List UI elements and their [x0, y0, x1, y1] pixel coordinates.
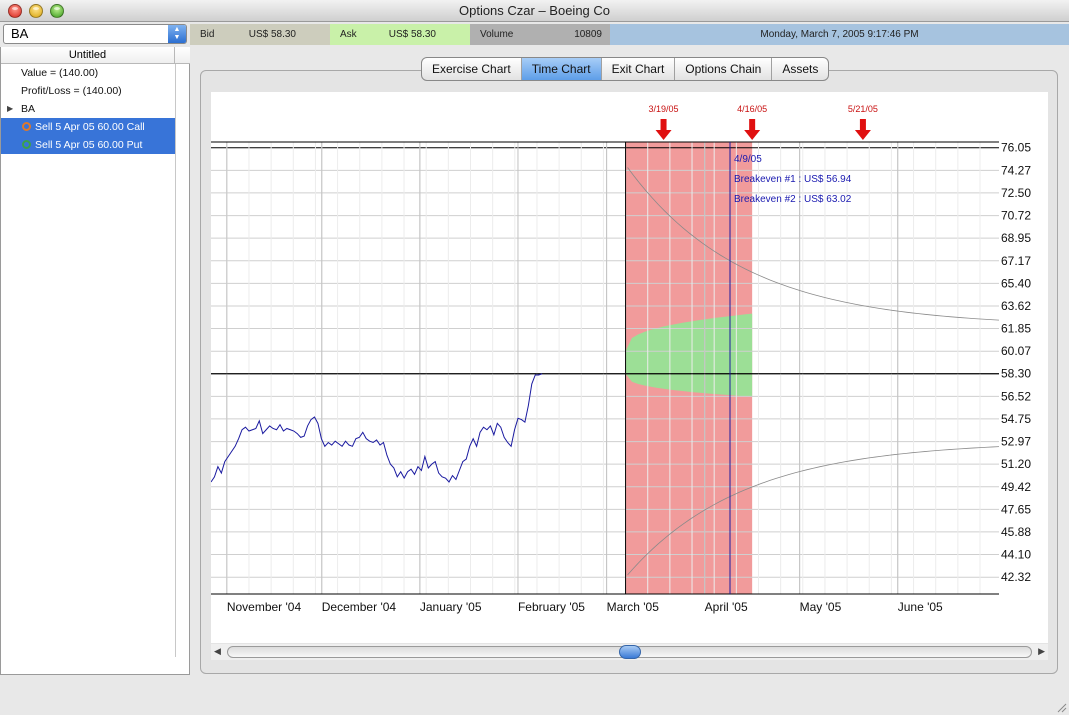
group-text: BA [21, 103, 36, 115]
lower-breakeven-curve [627, 446, 1000, 576]
resize-grip-icon[interactable] [1055, 701, 1067, 713]
scroll-left-arrow-icon[interactable]: ◀ [214, 646, 221, 656]
tree-row-value[interactable]: Value = (140.00) [1, 64, 175, 82]
upper-breakeven-curve [627, 167, 1000, 321]
disclosure-triangle-icon[interactable]: ▶ [7, 104, 14, 113]
tab-assets[interactable]: Assets [782, 62, 819, 76]
tab-exit-chart[interactable]: Exit Chart [602, 58, 676, 80]
quote-datetime: Monday, March 7, 2005 9:17:46 PM [610, 24, 1069, 45]
tree-row-profit-loss[interactable]: Profit/Loss = (140.00) [1, 82, 175, 100]
value-text: Value = (140.00) [21, 67, 99, 79]
time-chart-svg: 76.05 74.27 72.50 70.72 68.95 67.17 65.40 63.62… [210, 104, 1031, 614]
y-tick-label: 52.97 [1001, 435, 1031, 449]
close-window-button[interactable] [8, 4, 22, 18]
event-marker-label: 3/19/05 [649, 104, 679, 114]
y-tick-label: 60.07 [1001, 344, 1031, 358]
y-tick-label: 74.27 [1001, 163, 1031, 177]
down-arrow-icon [854, 119, 871, 140]
up-down-arrows-icon[interactable]: ▲ ▼ [168, 25, 186, 43]
volume-value: 10809 [574, 29, 602, 40]
profit-loss-text: Profit/Loss = (140.00) [21, 85, 122, 97]
chart-annotation: Breakeven #1 : US$ 56.94 [734, 174, 852, 185]
y-tick-label: 54.75 [1001, 412, 1031, 426]
y-tick-label: 49.42 [1001, 480, 1031, 494]
y-tick-label: 61.85 [1001, 322, 1031, 336]
window-title: Options Czar – Boeing Co [458, 3, 611, 18]
scroll-thumb[interactable] [619, 645, 641, 659]
y-tick-label: 72.50 [1001, 186, 1031, 200]
minimize-window-button[interactable] [29, 4, 43, 18]
y-tick-label: 76.05 [1001, 141, 1031, 155]
chart-annotation: 4/9/05 [734, 154, 762, 165]
x-tick-label: April '05 [705, 600, 748, 614]
y-tick-label: 42.32 [1001, 570, 1031, 584]
x-tick-label: December '04 [322, 600, 397, 614]
x-tick-label: March '05 [607, 600, 660, 614]
position-label: Sell 5 Apr 05 60.00 Call [35, 121, 145, 133]
call-marker-icon [22, 122, 31, 131]
y-tick-label: 70.72 [1001, 209, 1031, 223]
symbol-value: BA [11, 26, 29, 41]
x-tick-label: February '05 [518, 600, 585, 614]
down-arrow-icon [655, 119, 672, 140]
x-tick-label: November '04 [227, 600, 302, 614]
y-tick-label: 47.65 [1001, 502, 1031, 516]
tree-row-position-put[interactable]: Sell 5 Apr 05 60.00 Put [1, 136, 175, 154]
y-tick-label: 44.10 [1001, 548, 1031, 562]
ask-label: Ask [340, 29, 357, 40]
y-tick-label: 45.88 [1001, 525, 1031, 539]
tab-time-chart[interactable]: Time Chart [521, 58, 602, 80]
y-tick-label: 65.40 [1001, 276, 1031, 290]
x-tick-label: June '05 [898, 600, 943, 614]
y-tick-label: 67.17 [1001, 254, 1031, 268]
x-tick-label: January '05 [420, 600, 482, 614]
title-bar: Options Czar – Boeing Co [0, 0, 1069, 22]
tree-column-header[interactable]: Untitled [1, 47, 175, 64]
tab-exercise-chart[interactable]: Exercise Chart [422, 58, 522, 80]
bid-label: Bid [200, 29, 215, 40]
chart-tabs: Exercise Chart Time Chart Exit Chart Opt… [421, 57, 830, 81]
event-marker-label: 4/16/05 [737, 104, 767, 114]
profit-band [625, 313, 753, 397]
ask-value: US$ 58.30 [388, 29, 436, 40]
column-divider [175, 64, 176, 657]
zoom-window-button[interactable] [50, 4, 64, 18]
volume-label: Volume [480, 29, 514, 40]
down-arrow-icon [744, 119, 761, 140]
time-chart[interactable]: 76.05 74.27 72.50 70.72 68.95 67.17 65.40 63.62… [210, 92, 1048, 643]
chart-horizontal-scrollbar[interactable]: ◀ ▶ [211, 644, 1048, 660]
position-label: Sell 5 Apr 05 60.00 Put [35, 139, 143, 151]
scroll-right-arrow-icon[interactable]: ▶ [1038, 646, 1045, 656]
bid-quote: Bid US$ 58.30 [190, 24, 330, 45]
tree-row-group-ba[interactable]: ▶ BA [1, 100, 175, 118]
y-tick-label: 63.62 [1001, 299, 1031, 313]
volume-quote: Volume 10809 [470, 24, 610, 45]
x-tick-label: May '05 [800, 600, 842, 614]
event-marker-label: 5/21/05 [848, 104, 878, 114]
tree-column-header-spacer [175, 47, 190, 64]
chart-annotation: Breakeven #2 : US$ 63.02 [734, 194, 852, 205]
tab-options-chain[interactable]: Options Chain [675, 58, 773, 80]
positions-tree-panel: Untitled Value = (140.00) Profit/Loss = … [0, 47, 190, 675]
put-marker-icon [22, 140, 31, 149]
tree-row-position-call[interactable]: Sell 5 Apr 05 60.00 Call [1, 118, 175, 136]
y-tick-label: 68.95 [1001, 231, 1031, 245]
price-series-line [210, 373, 543, 483]
symbol-combobox[interactable]: BA ▲ ▼ [3, 24, 187, 44]
y-tick-label: 58.30 [1001, 367, 1031, 381]
bid-value: US$ 58.30 [248, 29, 296, 40]
y-tick-label: 51.20 [1001, 457, 1031, 471]
ask-quote: Ask US$ 58.30 [330, 24, 470, 45]
y-tick-label: 56.52 [1001, 389, 1031, 403]
